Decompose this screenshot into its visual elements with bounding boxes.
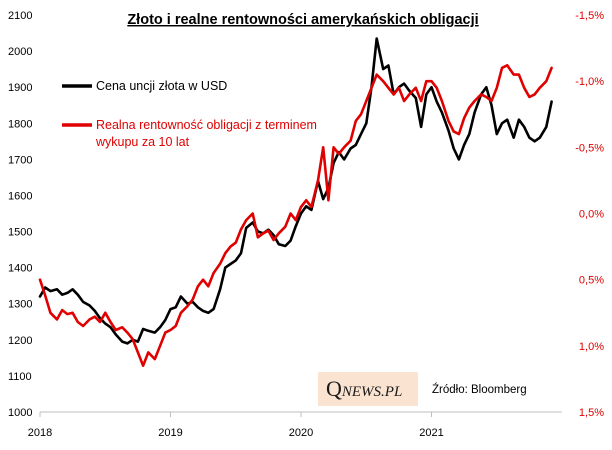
- right-axis-ticks: -1,5% -1,0% -0,5% 0,0% 0,5% 1,0% 1,5%: [575, 10, 604, 419]
- series-line-real-yield: [38, 64, 553, 367]
- right-tick-label: 1,0%: [579, 341, 604, 353]
- right-tick-label: 0,0%: [579, 209, 604, 221]
- logo-text: QNEWS.PL: [326, 376, 402, 401]
- left-tick-label: 2100: [8, 10, 32, 22]
- left-tick-label: 1500: [8, 227, 32, 239]
- legend-label-yield-line-2: wykupu za 10 lat: [95, 135, 190, 149]
- chart-title: Złoto i realne rentowności amerykańskich…: [127, 12, 478, 28]
- series-layer: [38, 37, 553, 367]
- legend-label-yield: Realna rentowność obligacji z terminem w…: [95, 118, 320, 149]
- x-tick-label: 2018: [28, 427, 52, 439]
- legend: Cena uncji złota w USD Realna rentowność…: [62, 79, 320, 149]
- logo-rest: NEWS.PL: [341, 384, 402, 400]
- left-tick-label: 1800: [8, 118, 32, 130]
- left-tick-label: 2000: [8, 46, 32, 58]
- x-tick-label: 2019: [158, 427, 182, 439]
- logo-background: [318, 372, 418, 406]
- right-tick-label: -0,5%: [575, 142, 604, 154]
- legend-label-yield-line-1: Realna rentowność obligacji z terminem: [96, 118, 317, 132]
- logo-initial: Q: [326, 376, 342, 401]
- legend-label-gold: Cena uncji złota w USD: [96, 79, 227, 93]
- left-tick-label: 1600: [8, 190, 32, 202]
- x-tick-label: 2021: [419, 427, 443, 439]
- x-axis-ticks: 2018 2019 2020 2021: [28, 412, 444, 439]
- x-tick-label: 2020: [289, 427, 313, 439]
- left-tick-label: 1100: [8, 371, 32, 383]
- left-tick-label: 1200: [8, 335, 32, 347]
- left-tick-label: 1900: [8, 82, 32, 94]
- right-tick-label: -1,5%: [575, 10, 604, 22]
- right-tick-label: -1,0%: [575, 76, 604, 88]
- source-note: Źródło: Bloomberg: [432, 383, 527, 396]
- left-axis-ticks: 1000 1100 1200 1300 1400 1500 1600 1700 1800 1900…: [8, 10, 32, 419]
- right-tick-label: 0,5%: [579, 275, 604, 287]
- right-tick-label: 1,5%: [579, 407, 604, 419]
- left-tick-label: 1400: [8, 263, 32, 275]
- series-line-gold-price: [38, 37, 553, 345]
- logo: QNEWS.PL: [318, 372, 418, 406]
- left-tick-label: 1300: [8, 299, 32, 311]
- left-tick-label: 1000: [8, 407, 32, 419]
- left-tick-label: 1700: [8, 154, 32, 166]
